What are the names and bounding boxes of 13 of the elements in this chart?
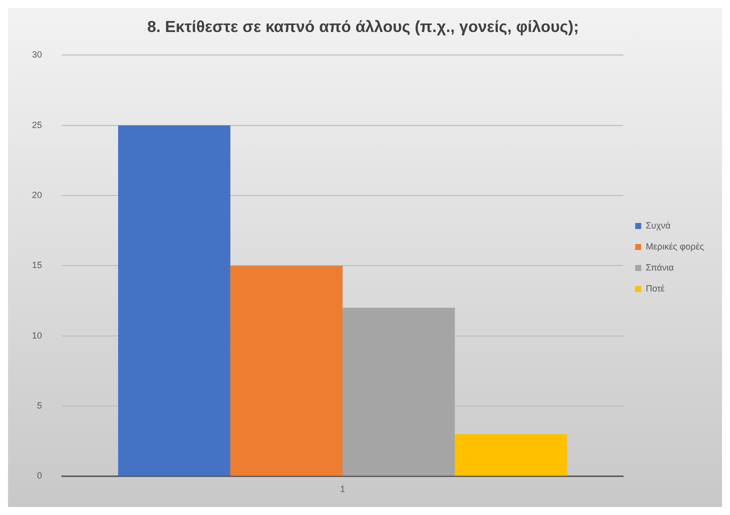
legend-label: Σπάνια: [646, 262, 674, 272]
y-tick-label: 25: [32, 120, 42, 130]
legend-label: Ποτέ: [646, 283, 665, 294]
x-tick-label: 1: [340, 484, 346, 494]
y-tick-label: 30: [32, 50, 42, 60]
y-tick-label: 10: [32, 330, 42, 340]
y-tick-label: 20: [32, 190, 42, 200]
y-tick-label: 15: [32, 260, 42, 270]
chart-title: 8. Εκτίθεστε σε καπνό από άλλους (π.χ., γονείς, φίλους);: [147, 19, 579, 36]
legend-label: Συχνά: [646, 220, 671, 230]
y-tick-label: 5: [36, 400, 42, 411]
y-tick-label: 0: [36, 470, 42, 481]
legend-label: Μερικές φορές: [646, 241, 705, 252]
